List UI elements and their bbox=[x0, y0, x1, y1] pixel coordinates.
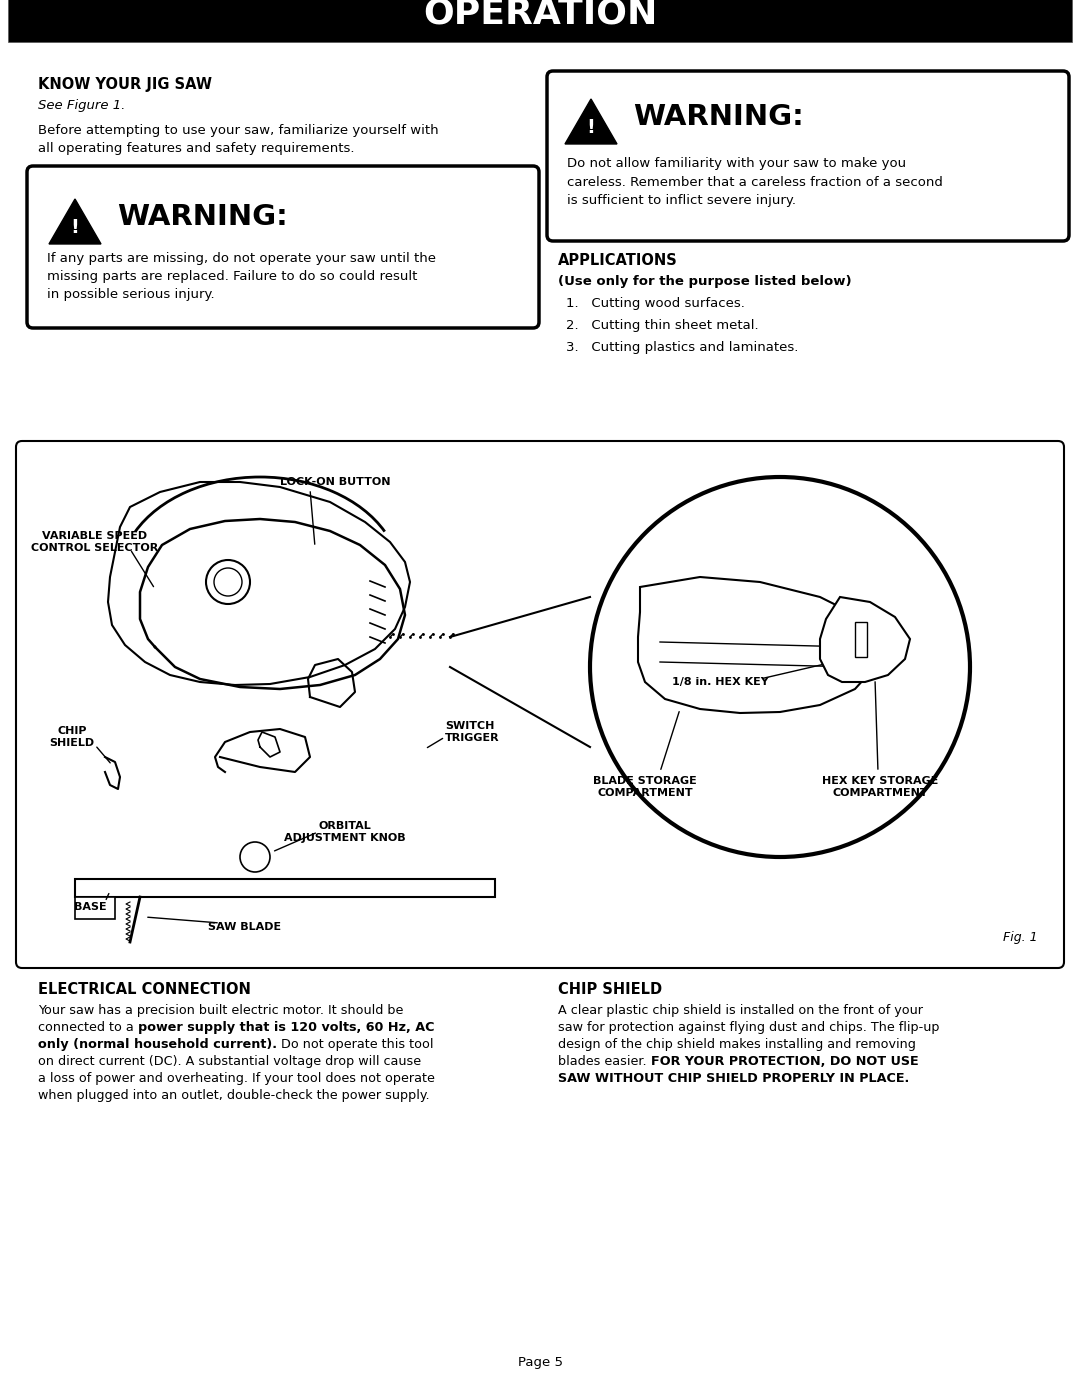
Text: !: ! bbox=[70, 218, 80, 237]
FancyBboxPatch shape bbox=[546, 71, 1069, 242]
Polygon shape bbox=[108, 482, 410, 685]
Text: SWITCH
TRIGGER: SWITCH TRIGGER bbox=[445, 721, 500, 743]
Circle shape bbox=[206, 560, 249, 604]
Text: 3.   Cutting plastics and laminates.: 3. Cutting plastics and laminates. bbox=[566, 341, 798, 353]
Text: Do not allow familiarity with your saw to make you
careless. Remember that a car: Do not allow familiarity with your saw t… bbox=[567, 156, 943, 207]
Text: Page 5: Page 5 bbox=[517, 1356, 563, 1369]
Text: (Use only for the purpose listed below): (Use only for the purpose listed below) bbox=[558, 275, 852, 288]
Bar bbox=[75, 897, 114, 919]
Text: Fig. 1: Fig. 1 bbox=[1003, 930, 1038, 944]
Text: blades easier.: blades easier. bbox=[558, 1055, 650, 1067]
Text: A clear plastic chip shield is installed on the front of your: A clear plastic chip shield is installed… bbox=[558, 1004, 923, 1017]
Text: 2.   Cutting thin sheet metal.: 2. Cutting thin sheet metal. bbox=[566, 319, 758, 332]
Text: ELECTRICAL CONNECTION: ELECTRICAL CONNECTION bbox=[38, 982, 251, 997]
Bar bbox=[75, 879, 495, 897]
Text: If any parts are missing, do not operate your saw until the
missing parts are re: If any parts are missing, do not operate… bbox=[48, 251, 436, 300]
Text: only (normal household current).: only (normal household current). bbox=[38, 1038, 276, 1051]
Text: Before attempting to use your saw, familiarize yourself with: Before attempting to use your saw, famil… bbox=[38, 124, 438, 137]
Polygon shape bbox=[49, 198, 102, 244]
Text: CHIP SHIELD: CHIP SHIELD bbox=[558, 982, 662, 997]
Text: Do not operate this tool: Do not operate this tool bbox=[276, 1038, 433, 1051]
Text: ORBITAL
ADJUSTMENT KNOB: ORBITAL ADJUSTMENT KNOB bbox=[284, 821, 406, 842]
Text: WARNING:: WARNING: bbox=[117, 203, 287, 231]
Text: on direct current (DC). A substantial voltage drop will cause: on direct current (DC). A substantial vo… bbox=[38, 1055, 421, 1067]
Text: WARNING:: WARNING: bbox=[633, 103, 804, 131]
Text: See Figure 1.: See Figure 1. bbox=[38, 99, 125, 112]
Circle shape bbox=[214, 569, 242, 597]
Text: VARIABLE SPEED
CONTROL SELECTOR: VARIABLE SPEED CONTROL SELECTOR bbox=[31, 531, 159, 553]
Text: LOCK-ON BUTTON: LOCK-ON BUTTON bbox=[280, 476, 390, 488]
Polygon shape bbox=[820, 597, 910, 682]
Text: 1.   Cutting wood surfaces.: 1. Cutting wood surfaces. bbox=[566, 298, 745, 310]
Text: a loss of power and overheating. If your tool does not operate: a loss of power and overheating. If your… bbox=[38, 1071, 435, 1085]
Text: saw for protection against flying dust and chips. The flip-up: saw for protection against flying dust a… bbox=[558, 1021, 940, 1034]
Text: 1/8 in. HEX KEY: 1/8 in. HEX KEY bbox=[672, 678, 768, 687]
Polygon shape bbox=[638, 577, 880, 712]
Text: SAW BLADE: SAW BLADE bbox=[208, 922, 282, 932]
FancyBboxPatch shape bbox=[16, 441, 1064, 968]
Bar bbox=[855, 622, 867, 657]
Text: connected to a: connected to a bbox=[38, 1021, 138, 1034]
Text: KNOW YOUR JIG SAW: KNOW YOUR JIG SAW bbox=[38, 77, 212, 92]
Text: Your saw has a precision built electric motor. It should be: Your saw has a precision built electric … bbox=[38, 1004, 403, 1017]
Text: OPERATION: OPERATION bbox=[422, 0, 658, 29]
Text: CHIP
SHIELD: CHIP SHIELD bbox=[50, 726, 95, 747]
Bar bbox=[8, 0, 1072, 42]
FancyBboxPatch shape bbox=[27, 166, 539, 328]
Text: FOR YOUR PROTECTION, DO NOT USE: FOR YOUR PROTECTION, DO NOT USE bbox=[650, 1055, 918, 1067]
Text: !: ! bbox=[586, 119, 595, 137]
Text: BASE: BASE bbox=[73, 902, 106, 912]
Text: design of the chip shield makes installing and removing: design of the chip shield makes installi… bbox=[558, 1038, 916, 1051]
Text: when plugged into an outlet, double-check the power supply.: when plugged into an outlet, double-chec… bbox=[38, 1090, 430, 1102]
Text: all operating features and safety requirements.: all operating features and safety requir… bbox=[38, 142, 354, 155]
Circle shape bbox=[590, 476, 970, 856]
Text: BLADE STORAGE
COMPARTMENT: BLADE STORAGE COMPARTMENT bbox=[593, 777, 697, 798]
Text: APPLICATIONS: APPLICATIONS bbox=[558, 253, 678, 268]
Text: HEX KEY STORAGE
COMPARTMENT: HEX KEY STORAGE COMPARTMENT bbox=[822, 777, 939, 798]
Polygon shape bbox=[565, 99, 617, 144]
Text: power supply that is 120 volts, 60 Hz, AC: power supply that is 120 volts, 60 Hz, A… bbox=[138, 1021, 434, 1034]
Text: SAW WITHOUT CHIP SHIELD PROPERLY IN PLACE.: SAW WITHOUT CHIP SHIELD PROPERLY IN PLAC… bbox=[558, 1071, 909, 1085]
Circle shape bbox=[240, 842, 270, 872]
